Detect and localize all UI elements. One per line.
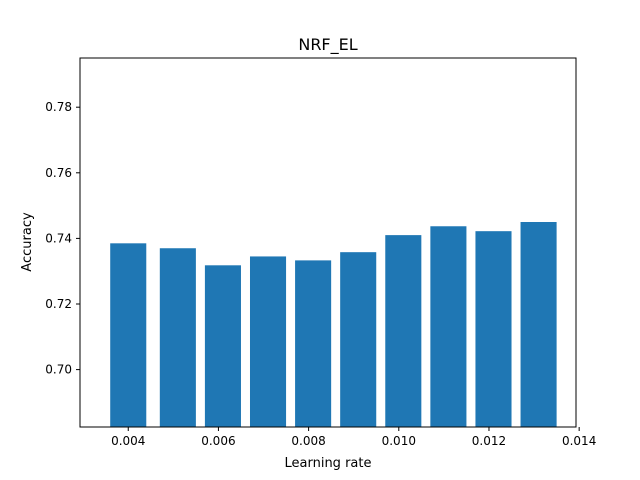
- bar: [385, 235, 422, 427]
- x-tick-label: 0.010: [382, 434, 416, 448]
- axes-frame: [79, 57, 577, 428]
- x-tick-label: 0.014: [562, 434, 596, 448]
- plot-area: 0.004 0.006 0.008 0.010 0.012 0.014 0.700.720…: [45, 57, 596, 448]
- bars: [110, 222, 557, 427]
- y-tick-label: 0.74: [45, 231, 72, 245]
- bar: [110, 243, 147, 427]
- bar: [520, 222, 557, 427]
- y-tick-label: 0.72: [45, 297, 72, 311]
- y-tick-label: 0.76: [45, 166, 72, 180]
- x-axis-ticks: 0.004 0.006 0.008 0.010 0.012 0.014: [111, 427, 596, 448]
- x-tick-label: 0.004: [111, 434, 145, 448]
- chart-title: NRF_EL: [298, 35, 357, 55]
- y-tick-label: 0.70: [45, 363, 72, 377]
- x-tick-label: 0.008: [291, 434, 325, 448]
- y-axis-ticks: 0.70 0.72 0.74 0.76 0.78: [45, 100, 80, 377]
- x-tick-label: 0.012: [472, 434, 506, 448]
- bar: [159, 248, 196, 427]
- y-tick-label: 0.78: [45, 100, 72, 114]
- bar: [430, 226, 467, 427]
- bar: [295, 260, 332, 427]
- bar: [340, 252, 377, 427]
- x-tick-label: 0.006: [201, 434, 235, 448]
- bar: [249, 256, 287, 427]
- x-axis-label: Learning rate: [285, 456, 372, 471]
- y-axis-label: Accuracy: [20, 212, 35, 272]
- bar: [204, 265, 241, 427]
- bar: [475, 231, 512, 427]
